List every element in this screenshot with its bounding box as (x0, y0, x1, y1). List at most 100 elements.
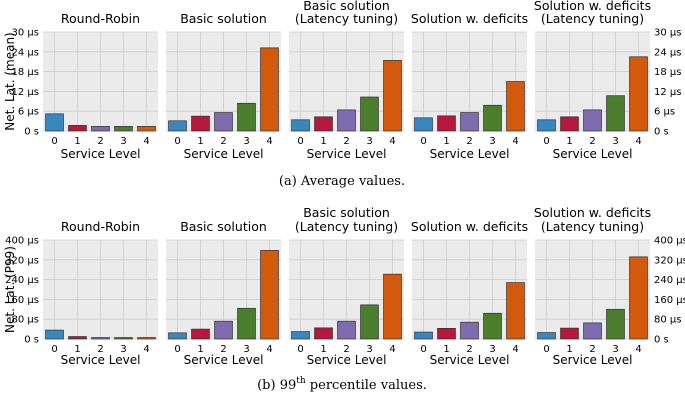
bar (606, 308, 625, 340)
bar (91, 337, 110, 340)
y-axis-label: Net. Lat. (P99) (3, 246, 17, 333)
x-tick-label: 1 (443, 344, 449, 355)
bar (483, 312, 502, 340)
y-tick-label-left: 80 µs (12, 315, 39, 326)
x-tick-label: 3 (243, 136, 249, 147)
y-tick-label-right: 320 µs (654, 255, 685, 266)
x-tick-label: 3 (366, 136, 372, 147)
bar (537, 119, 556, 132)
y-tick-label-right: 24 µs (654, 47, 681, 58)
x-tick-label: 4 (389, 344, 395, 355)
bar (114, 126, 133, 132)
x-tick-label: 0 (51, 136, 57, 147)
panel-title: Solution w. deficits (411, 11, 528, 26)
x-tick-label: 2 (466, 344, 472, 355)
bar (314, 327, 333, 340)
x-axis-label: Service Level (61, 147, 141, 161)
x-tick-label: 0 (174, 136, 180, 147)
x-tick-label: 1 (566, 344, 572, 355)
x-tick-label: 2 (589, 344, 595, 355)
x-tick-label: 1 (197, 344, 203, 355)
x-tick-label: 2 (220, 136, 226, 147)
bar (114, 337, 133, 340)
x-tick-label: 2 (97, 136, 103, 147)
bar (314, 116, 333, 132)
y-tick-label-left: 400 µs (5, 236, 39, 247)
bar (191, 328, 210, 340)
bar (506, 282, 525, 340)
x-tick-label: 3 (612, 136, 618, 147)
bar (91, 126, 110, 132)
bar (537, 332, 556, 340)
panel-title: Solution w. deficits (534, 0, 651, 13)
bar (45, 329, 64, 340)
x-tick-label: 3 (243, 344, 249, 355)
y-tick-label-right: 18 µs (654, 67, 681, 78)
bar (360, 304, 379, 340)
x-tick-label: 2 (220, 344, 226, 355)
bar (360, 96, 379, 132)
y-tick-label-right: 30 µs (654, 28, 681, 39)
x-tick-label: 3 (489, 344, 495, 355)
panel-title: Basic solution (180, 219, 267, 234)
x-tick-label: 0 (174, 344, 180, 355)
bar (237, 307, 256, 340)
x-tick-label: 2 (343, 136, 349, 147)
x-tick-label: 4 (266, 136, 272, 147)
panel-title: (Latency tuning) (541, 11, 644, 26)
y-tick-label-right: 0 s (654, 335, 669, 346)
y-tick-label-left: 24 µs (12, 47, 39, 58)
y-tick-label-left: 30 µs (12, 28, 39, 39)
y-tick-label-left: 12 µs (12, 87, 39, 98)
bar (191, 115, 210, 132)
bar (506, 81, 525, 132)
x-axis-label: Service Level (61, 353, 141, 367)
x-tick-label: 1 (443, 136, 449, 147)
bar (337, 320, 356, 340)
y-tick-label-right: 160 µs (654, 295, 685, 306)
x-tick-label: 3 (489, 136, 495, 147)
x-tick-label: 2 (466, 136, 472, 147)
x-tick-label: 1 (320, 344, 326, 355)
bar (291, 331, 310, 340)
bar (483, 104, 502, 132)
bar (68, 336, 87, 340)
bar (606, 95, 625, 132)
panel-title: (Latency tuning) (295, 11, 398, 26)
x-tick-label: 0 (543, 344, 549, 355)
bar (629, 256, 648, 340)
y-tick-label-left: 18 µs (12, 67, 39, 78)
y-tick-label-right: 0 s (654, 127, 669, 138)
x-axis-label: Service Level (430, 147, 510, 161)
x-tick-label: 4 (143, 344, 149, 355)
x-tick-label: 1 (74, 136, 80, 147)
bar (560, 327, 579, 340)
y-tick-label-right: 12 µs (654, 87, 681, 98)
panel-title: Round-Robin (61, 11, 140, 26)
y-tick-label-right: 400 µs (654, 236, 685, 247)
bar (460, 321, 479, 340)
y-tick-label-left: 160 µs (5, 295, 39, 306)
bar (45, 113, 64, 132)
x-tick-label: 1 (320, 136, 326, 147)
x-tick-label: 1 (197, 136, 203, 147)
bar (437, 328, 456, 340)
panel-title: (Latency tuning) (541, 219, 644, 234)
bar (291, 119, 310, 132)
x-axis-label: Service Level (184, 353, 264, 367)
bar (337, 109, 356, 132)
x-axis-label: Service Level (430, 353, 510, 367)
bar (214, 112, 233, 132)
x-tick-label: 0 (420, 136, 426, 147)
x-tick-label: 4 (635, 344, 641, 355)
x-axis-label: Service Level (307, 147, 387, 161)
x-tick-label: 4 (512, 136, 518, 147)
y-tick-label-right: 80 µs (654, 315, 681, 326)
x-tick-label: 0 (297, 344, 303, 355)
x-tick-label: 3 (366, 344, 372, 355)
panel-title: (Latency tuning) (295, 219, 398, 234)
y-tick-label-right: 6 µs (654, 107, 675, 118)
bar (437, 115, 456, 132)
y-tick-label-left: 0 s (24, 127, 39, 138)
x-axis-label: Service Level (553, 353, 633, 367)
